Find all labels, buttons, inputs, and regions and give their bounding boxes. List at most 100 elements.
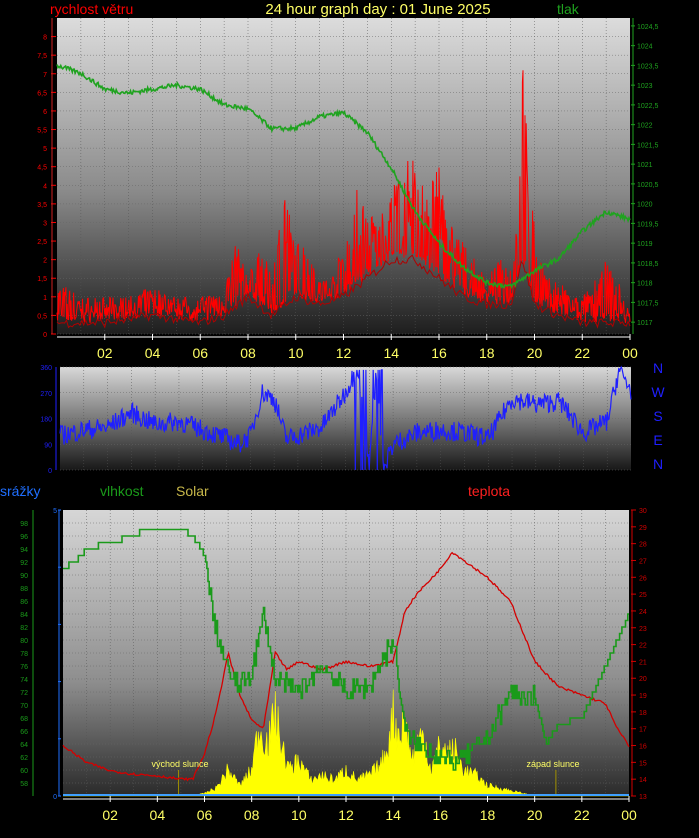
y-tick-right: 1019,5 [637, 221, 659, 228]
y-tick-left: 0 [43, 332, 47, 339]
y-tick-temperature: 24 [639, 609, 647, 616]
sunset-annotation: západ slunce [526, 759, 579, 769]
y-tick-left: 3,5 [37, 202, 47, 209]
y-tick-right: 1019 [637, 241, 653, 248]
y-tick-humidity: 98 [20, 521, 28, 528]
rain-label: srážky [0, 483, 40, 499]
temperature-label: teplota [468, 483, 510, 499]
y-tick-humidity: 94 [20, 547, 28, 554]
y-tick-humidity: 66 [20, 729, 28, 736]
x-tick-label: 10 [291, 807, 307, 823]
y-tick-left: 1,5 [37, 276, 47, 283]
y-tick-temperature: 17 [639, 727, 647, 734]
y-tick-humidity: 92 [20, 560, 28, 567]
x-tick-label: 00 [621, 807, 637, 823]
wind-direction-line [59, 365, 632, 471]
y-tick-temperature: 18 [639, 710, 647, 717]
y-tick-temperature: 22 [639, 643, 647, 650]
y-tick-left: 6,5 [37, 90, 47, 97]
y-tick-humidity: 58 [20, 781, 28, 788]
x-tick-label: 18 [479, 345, 495, 361]
wind-average-line [56, 254, 631, 329]
y-tick-humidity: 64 [20, 742, 28, 749]
solar-label: Solar [176, 483, 209, 499]
x-tick-label: 02 [102, 807, 118, 823]
y-tick-right: 1017,5 [637, 300, 659, 307]
x-tick-label: 10 [288, 345, 304, 361]
humidity-label: vlhkost [100, 483, 144, 499]
y-tick-temperature: 21 [639, 659, 647, 666]
y-tick-humidity: 90 [20, 573, 28, 580]
y-tick-humidity: 60 [20, 768, 28, 775]
y-tick-right: 1023,5 [637, 63, 659, 70]
y-tick-left: 1 [43, 295, 47, 302]
y-tick-right: 1024,5 [637, 24, 659, 31]
y-tick-right: 1023 [637, 83, 653, 90]
y-tick-humidity: 72 [20, 690, 28, 697]
y-tick-right: 1020 [637, 202, 653, 209]
y-tick-humidity: 88 [20, 586, 28, 593]
x-tick-label: 04 [145, 345, 161, 361]
y-tick-humidity: 80 [20, 638, 28, 645]
y-tick-left: 2 [43, 258, 47, 265]
sunrise-annotation: východ slunce [151, 759, 208, 769]
y-tick-right: 1024 [637, 44, 653, 51]
x-tick-label: 14 [385, 807, 401, 823]
x-tick-label: 22 [574, 807, 590, 823]
x-tick-label: 12 [338, 807, 354, 823]
y-tick-left: 5 [43, 146, 47, 153]
compass-label: N [653, 360, 663, 376]
y-tick-left: 0,5 [37, 313, 47, 320]
x-tick-label: 16 [431, 345, 447, 361]
y-tick-temperature: 14 [639, 777, 647, 784]
y-tick-humidity: 86 [20, 599, 28, 606]
x-tick-label: 08 [244, 807, 260, 823]
pressure-label: tlak [557, 1, 580, 17]
y-tick-right: 1021,5 [637, 142, 659, 149]
chart-title: 24 hour graph day : 01 June 2025 [265, 1, 490, 18]
y-tick-left: 3 [43, 220, 47, 227]
y-tick-humidity: 76 [20, 664, 28, 671]
x-tick-label: 16 [433, 807, 449, 823]
pressure-line [56, 63, 631, 290]
y-tick-direction: 0 [48, 468, 52, 475]
x-tick-label: 06 [197, 807, 213, 823]
y-tick-rain: 5 [53, 508, 57, 515]
x-tick-label: 06 [192, 345, 208, 361]
y-tick-humidity: 62 [20, 755, 28, 762]
y-tick-temperature: 13 [639, 794, 647, 801]
compass-label: W [651, 384, 665, 400]
compass-label: E [653, 432, 662, 448]
y-tick-left: 2,5 [37, 239, 47, 246]
y-tick-humidity: 74 [20, 677, 28, 684]
y-tick-temperature: 26 [639, 575, 647, 582]
y-tick-temperature: 20 [639, 676, 647, 683]
y-tick-left: 6 [43, 109, 47, 116]
y-tick-direction: 180 [40, 417, 52, 424]
y-tick-temperature: 25 [639, 592, 647, 599]
temperature-line [62, 551, 630, 782]
y-tick-right: 1020,5 [637, 182, 659, 189]
x-tick-label: 22 [574, 345, 590, 361]
x-tick-label: 14 [383, 345, 399, 361]
x-tick-label: 18 [480, 807, 496, 823]
y-tick-left: 8 [43, 35, 47, 42]
y-tick-left: 4,5 [37, 165, 47, 172]
y-tick-humidity: 70 [20, 703, 28, 710]
x-tick-label: 02 [97, 345, 113, 361]
y-tick-left: 5,5 [37, 128, 47, 135]
x-tick-label: 20 [527, 345, 543, 361]
y-tick-temperature: 19 [639, 693, 647, 700]
y-tick-humidity: 68 [20, 716, 28, 723]
x-tick-label: 12 [336, 345, 352, 361]
y-tick-humidity: 84 [20, 612, 28, 619]
compass-label: S [653, 408, 662, 424]
y-tick-right: 1021 [637, 162, 653, 169]
x-tick-label: 04 [150, 807, 166, 823]
y-tick-humidity: 78 [20, 651, 28, 658]
y-tick-direction: 360 [40, 365, 52, 372]
y-tick-temperature: 29 [639, 525, 647, 532]
y-tick-left: 4 [43, 183, 47, 190]
y-tick-temperature: 27 [639, 558, 647, 565]
